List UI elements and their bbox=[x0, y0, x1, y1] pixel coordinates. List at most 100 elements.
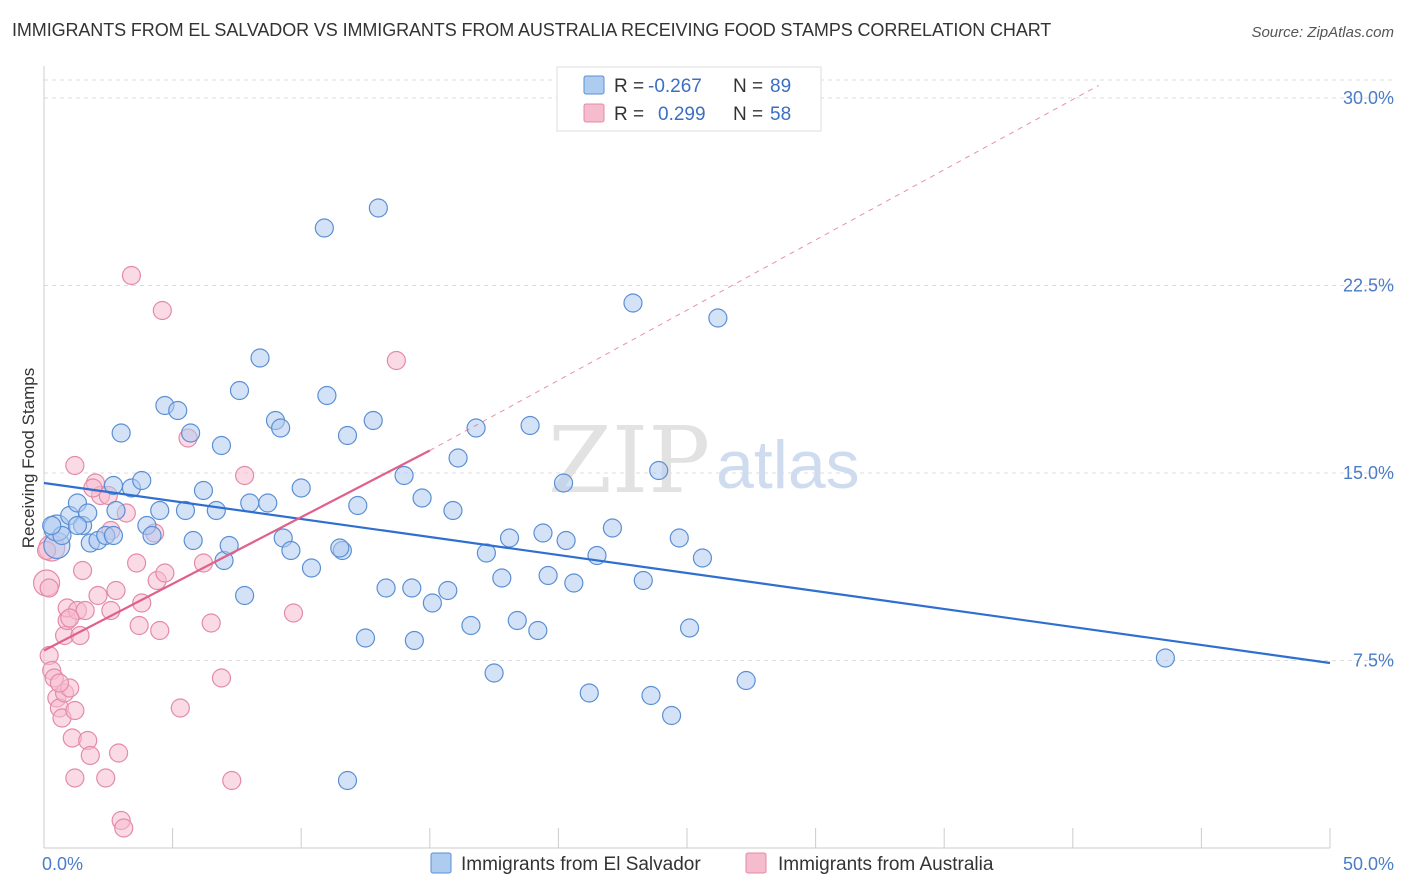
australia-point bbox=[49, 673, 70, 693]
el-salvador-point bbox=[211, 435, 232, 456]
trend-lines bbox=[43, 85, 1331, 665]
el-salvador-point bbox=[556, 530, 576, 551]
australia-point bbox=[65, 768, 85, 788]
el-salvador-point bbox=[484, 663, 504, 683]
el-salvador-point bbox=[229, 380, 250, 401]
x-tick-label-min: 0.0% bbox=[42, 854, 83, 874]
watermark-zip: ZIP bbox=[548, 407, 710, 514]
legend-r-value-pink: 0.299 bbox=[658, 104, 706, 125]
el-salvador-point bbox=[271, 418, 291, 438]
el-salvador-point bbox=[394, 465, 414, 486]
australia-point bbox=[126, 553, 147, 573]
australia-point bbox=[193, 553, 214, 573]
australia-point bbox=[65, 455, 85, 476]
el-salvador-point bbox=[404, 630, 424, 651]
el-salvador-point bbox=[661, 705, 682, 726]
el-salvador-point bbox=[538, 565, 558, 586]
australia-point bbox=[65, 700, 85, 721]
el-salvador-point bbox=[579, 683, 599, 703]
el-salvador-point bbox=[1155, 648, 1175, 668]
el-salvador-point bbox=[533, 523, 553, 543]
el-salvador-point bbox=[520, 415, 540, 436]
australia-point bbox=[96, 768, 116, 788]
el-salvador-point bbox=[142, 525, 162, 546]
series-legend-swatch-pink bbox=[745, 852, 767, 874]
australia-point bbox=[39, 578, 59, 598]
australia-point bbox=[201, 613, 221, 633]
el-salvador-point bbox=[507, 610, 527, 631]
el-salvador-point bbox=[602, 518, 623, 538]
el-salvador-point bbox=[448, 448, 468, 468]
series-legend-label-pink: Immigrants from Australia bbox=[778, 854, 994, 875]
el-salvador-point bbox=[736, 670, 756, 691]
australia-point bbox=[72, 560, 93, 581]
legend-n-label-blue: N = bbox=[733, 76, 763, 97]
australia-point bbox=[152, 300, 172, 321]
el-salvador-point bbox=[317, 385, 337, 406]
el-salvador-point bbox=[564, 573, 584, 593]
el-salvador-point bbox=[443, 500, 463, 521]
legend-r-label-blue: R = bbox=[614, 76, 644, 97]
el-salvador-point bbox=[492, 568, 512, 588]
el-salvador-point bbox=[633, 570, 653, 591]
australia-point bbox=[108, 743, 129, 763]
australia-point bbox=[60, 608, 80, 628]
el-salvador-point bbox=[438, 580, 458, 601]
y-tick-label: 15.0% bbox=[1343, 463, 1394, 483]
el-salvador-point bbox=[376, 578, 396, 598]
series-legend: Immigrants from El Salvador Immigrants f… bbox=[430, 852, 994, 875]
x-tick-label-max: 50.0% bbox=[1343, 854, 1394, 874]
el-salvador-point bbox=[193, 480, 214, 501]
australia-point bbox=[88, 585, 108, 606]
legend-swatch-pink bbox=[583, 103, 605, 123]
el-salvador-point bbox=[708, 308, 728, 328]
el-salvador-point bbox=[337, 425, 358, 446]
legend-r-value-blue: -0.267 bbox=[648, 76, 702, 97]
el-salvador-point bbox=[42, 515, 62, 536]
el-salvador-point bbox=[314, 218, 334, 238]
el-salvador-point bbox=[258, 493, 278, 513]
grid-lines bbox=[44, 79, 1394, 661]
axes bbox=[43, 66, 1331, 849]
el-salvador-point bbox=[461, 615, 481, 636]
el-salvador-point bbox=[235, 585, 255, 606]
el-salvador-point bbox=[240, 493, 260, 513]
el-salvador-point bbox=[301, 558, 322, 578]
trend-line-el-salvador bbox=[43, 481, 1331, 665]
australia-point bbox=[211, 668, 232, 688]
el-salvador-point bbox=[337, 770, 358, 791]
series-legend-label-blue: Immigrants from El Salvador bbox=[461, 854, 701, 875]
trend-line-australia-extension bbox=[429, 85, 1099, 451]
el-salvador-point bbox=[181, 423, 201, 443]
el-salvador-point bbox=[111, 423, 131, 443]
y-axis-label: Receiving Food Stamps bbox=[19, 368, 38, 548]
australia-point bbox=[283, 603, 304, 623]
el-salvador-point bbox=[206, 500, 226, 521]
el-salvador-point bbox=[466, 418, 486, 438]
australia-point bbox=[170, 698, 190, 718]
australia-point bbox=[129, 615, 149, 636]
australia-point bbox=[235, 465, 255, 486]
el-salvador-point bbox=[623, 293, 643, 313]
trend-line-australia bbox=[43, 449, 431, 652]
el-salvador-point bbox=[291, 478, 311, 498]
legend-n-label-pink: N = bbox=[733, 104, 763, 125]
el-salvador-point bbox=[412, 488, 432, 508]
el-salvador-point bbox=[183, 530, 203, 551]
series-legend-swatch-blue bbox=[430, 852, 452, 874]
el-salvador-point bbox=[679, 618, 700, 638]
el-salvador-point bbox=[150, 500, 170, 521]
el-salvador-point bbox=[692, 548, 713, 568]
el-salvador-point bbox=[422, 593, 442, 613]
el-salvador-point bbox=[78, 503, 98, 523]
legend-n-value-pink: 58 bbox=[770, 104, 791, 125]
y-tick-label: 22.5% bbox=[1343, 276, 1394, 296]
el-salvador-point bbox=[106, 500, 126, 521]
australia-point bbox=[80, 745, 100, 766]
el-salvador-point bbox=[649, 460, 669, 481]
el-salvador-point bbox=[132, 470, 152, 491]
el-salvador-point bbox=[348, 495, 368, 516]
el-salvador-point bbox=[281, 540, 301, 561]
el-salvador-point bbox=[175, 500, 196, 521]
